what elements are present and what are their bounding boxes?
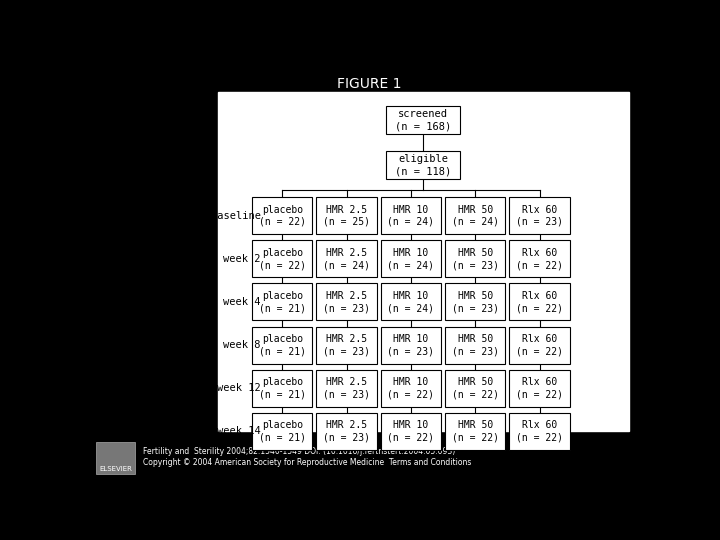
Text: HMR 2.5
(n = 23): HMR 2.5 (n = 23) <box>323 377 370 400</box>
Text: Fertility and  Sterility 2004;82:1540-1549 DOI: (10.1016/j.fertnstert.2004.05.09: Fertility and Sterility 2004;82:1540-154… <box>143 448 455 456</box>
Text: placebo
(n = 22): placebo (n = 22) <box>258 248 306 270</box>
Bar <box>316 413 377 450</box>
Bar <box>387 106 460 134</box>
Text: Rlx 60
(n = 22): Rlx 60 (n = 22) <box>516 291 563 313</box>
Bar <box>316 327 377 363</box>
Text: ELSEVIER: ELSEVIER <box>99 466 132 472</box>
Text: HMR 50
(n = 23): HMR 50 (n = 23) <box>451 334 499 356</box>
Bar <box>445 370 505 407</box>
Text: placebo
(n = 21): placebo (n = 21) <box>258 377 306 400</box>
Bar <box>509 370 570 407</box>
Text: HMR 50
(n = 23): HMR 50 (n = 23) <box>451 248 499 270</box>
Text: week 2: week 2 <box>223 254 261 264</box>
Bar <box>381 284 441 320</box>
Text: week 14: week 14 <box>217 426 261 436</box>
Text: screened
(n = 168): screened (n = 168) <box>395 109 451 131</box>
Text: HMR 50
(n = 24): HMR 50 (n = 24) <box>451 205 499 227</box>
Bar <box>445 240 505 278</box>
Bar <box>509 284 570 320</box>
Bar <box>509 327 570 363</box>
Text: HMR 2.5
(n = 23): HMR 2.5 (n = 23) <box>323 334 370 356</box>
Bar <box>445 197 505 234</box>
Text: Rlx 60
(n = 22): Rlx 60 (n = 22) <box>516 377 563 400</box>
Text: HMR 50
(n = 22): HMR 50 (n = 22) <box>451 420 499 442</box>
Text: HMR 10
(n = 24): HMR 10 (n = 24) <box>387 248 434 270</box>
Bar <box>445 413 505 450</box>
Text: Rlx 60
(n = 22): Rlx 60 (n = 22) <box>516 420 563 442</box>
Text: HMR 10
(n = 24): HMR 10 (n = 24) <box>387 291 434 313</box>
Text: eligible
(n = 118): eligible (n = 118) <box>395 154 451 176</box>
Text: HMR 10
(n = 22): HMR 10 (n = 22) <box>387 377 434 400</box>
Bar <box>316 370 377 407</box>
Text: Rlx 60
(n = 22): Rlx 60 (n = 22) <box>516 334 563 356</box>
Bar <box>509 413 570 450</box>
Text: HMR 10
(n = 24): HMR 10 (n = 24) <box>387 205 434 227</box>
Text: HMR 2.5
(n = 23): HMR 2.5 (n = 23) <box>323 420 370 442</box>
Text: week 12: week 12 <box>217 383 261 393</box>
Bar <box>509 240 570 278</box>
Text: HMR 2.5
(n = 25): HMR 2.5 (n = 25) <box>323 205 370 227</box>
Bar <box>381 197 441 234</box>
Bar <box>316 197 377 234</box>
Text: Rlx 60
(n = 23): Rlx 60 (n = 23) <box>516 205 563 227</box>
Text: placebo
(n = 21): placebo (n = 21) <box>258 334 306 356</box>
Bar <box>316 284 377 320</box>
Text: week 4: week 4 <box>223 297 261 307</box>
Text: HMR 50
(n = 22): HMR 50 (n = 22) <box>451 377 499 400</box>
Text: Copyright © 2004 American Society for Reproductive Medicine  Terms and Condition: Copyright © 2004 American Society for Re… <box>143 458 471 467</box>
Text: HMR 2.5
(n = 23): HMR 2.5 (n = 23) <box>323 291 370 313</box>
Bar <box>387 151 460 179</box>
Bar <box>252 240 312 278</box>
Text: Rlx 60
(n = 22): Rlx 60 (n = 22) <box>516 248 563 270</box>
Text: HMR 50
(n = 23): HMR 50 (n = 23) <box>451 291 499 313</box>
Bar <box>252 370 312 407</box>
Bar <box>509 197 570 234</box>
Bar <box>218 92 629 430</box>
Bar <box>381 240 441 278</box>
Text: HMR 10
(n = 22): HMR 10 (n = 22) <box>387 420 434 442</box>
Bar <box>252 413 312 450</box>
Bar <box>381 370 441 407</box>
Bar <box>445 284 505 320</box>
Text: placebo
(n = 21): placebo (n = 21) <box>258 291 306 313</box>
Bar <box>252 197 312 234</box>
Text: FIGURE 1: FIGURE 1 <box>337 77 401 91</box>
Text: baseline: baseline <box>210 211 261 221</box>
Bar <box>445 327 505 363</box>
Text: HMR 10
(n = 23): HMR 10 (n = 23) <box>387 334 434 356</box>
Bar <box>252 327 312 363</box>
Text: placebo
(n = 21): placebo (n = 21) <box>258 420 306 442</box>
Text: HMR 2.5
(n = 24): HMR 2.5 (n = 24) <box>323 248 370 270</box>
Bar <box>252 284 312 320</box>
Bar <box>316 240 377 278</box>
Bar <box>381 413 441 450</box>
Bar <box>96 442 135 475</box>
Text: week 8: week 8 <box>223 340 261 350</box>
Text: placebo
(n = 22): placebo (n = 22) <box>258 205 306 227</box>
Bar <box>381 327 441 363</box>
